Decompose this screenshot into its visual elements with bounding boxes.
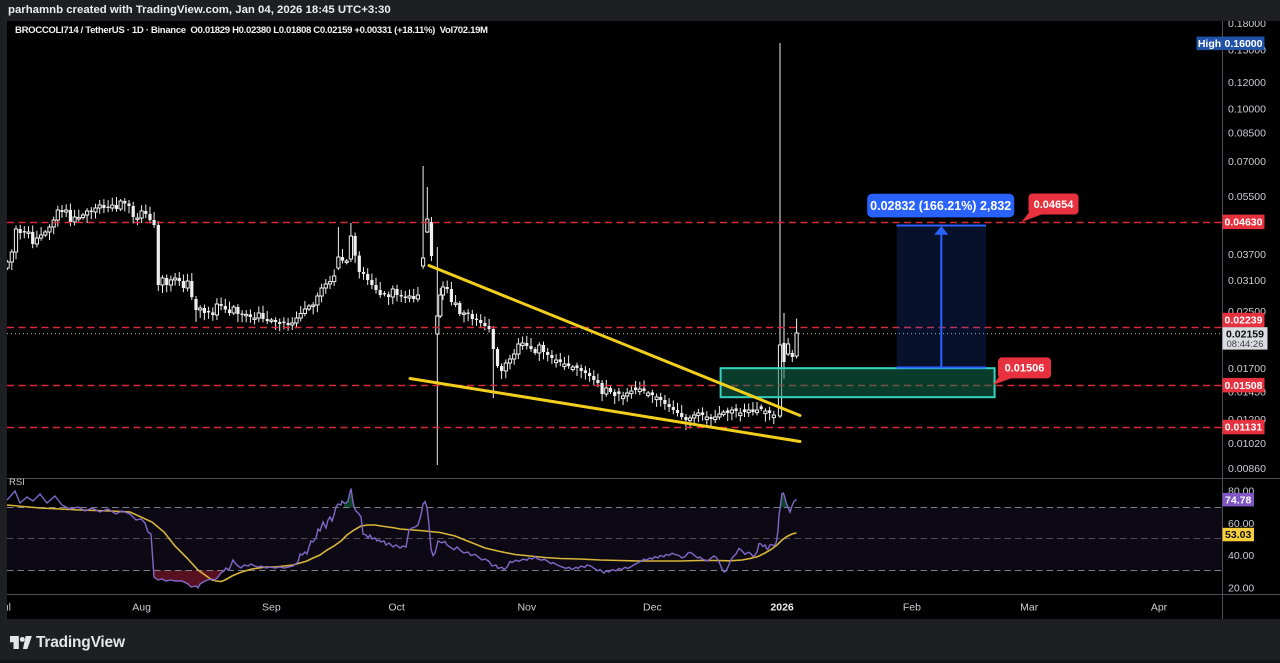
svg-text:0.04630: 0.04630 <box>1225 217 1263 229</box>
svg-text:High: High <box>1198 38 1221 50</box>
svg-text:0.02832 (166.21%) 2,832: 0.02832 (166.21%) 2,832 <box>870 199 1011 213</box>
svg-text:40.00: 40.00 <box>1228 550 1254 562</box>
svg-text:74.78: 74.78 <box>1225 494 1251 506</box>
svg-text:Feb: Feb <box>903 602 921 614</box>
svg-text:Apr: Apr <box>1151 602 1168 614</box>
svg-text:Mar: Mar <box>1020 602 1039 614</box>
svg-text:0.16000: 0.16000 <box>1225 38 1263 50</box>
svg-text:0.03700: 0.03700 <box>1228 249 1266 261</box>
svg-text:0.01700: 0.01700 <box>1228 363 1266 375</box>
svg-text:0.04654: 0.04654 <box>1034 199 1075 211</box>
svg-text:0.01508: 0.01508 <box>1225 380 1263 392</box>
svg-text:Dec: Dec <box>643 602 662 614</box>
svg-text:0.01020: 0.01020 <box>1228 438 1266 450</box>
svg-text:53.03: 53.03 <box>1225 529 1251 541</box>
svg-text:0.10000: 0.10000 <box>1228 104 1266 116</box>
svg-text:0.02159: 0.02159 <box>1226 328 1264 340</box>
svg-text:0.12000: 0.12000 <box>1228 77 1266 89</box>
svg-text:0.07000: 0.07000 <box>1228 156 1266 168</box>
svg-text:0.01131: 0.01131 <box>1225 422 1263 434</box>
svg-text:Nov: Nov <box>517 602 536 614</box>
svg-text:Oct: Oct <box>388 602 404 614</box>
svg-text:2026: 2026 <box>770 602 794 614</box>
svg-text:0.03100: 0.03100 <box>1228 275 1266 287</box>
svg-text:08:44:26: 08:44:26 <box>1227 339 1264 350</box>
svg-text:0.01506: 0.01506 <box>1005 363 1045 375</box>
svg-text:0.08500: 0.08500 <box>1228 127 1266 139</box>
svg-text:60.00: 60.00 <box>1228 518 1254 530</box>
svg-text:0.02239: 0.02239 <box>1225 315 1263 327</box>
svg-text:Sep: Sep <box>262 602 281 614</box>
svg-text:0.05500: 0.05500 <box>1228 191 1266 203</box>
svg-text:Aug: Aug <box>132 602 151 614</box>
svg-text:0.00860: 0.00860 <box>1228 463 1266 475</box>
svg-text:20.00: 20.00 <box>1228 582 1254 594</box>
